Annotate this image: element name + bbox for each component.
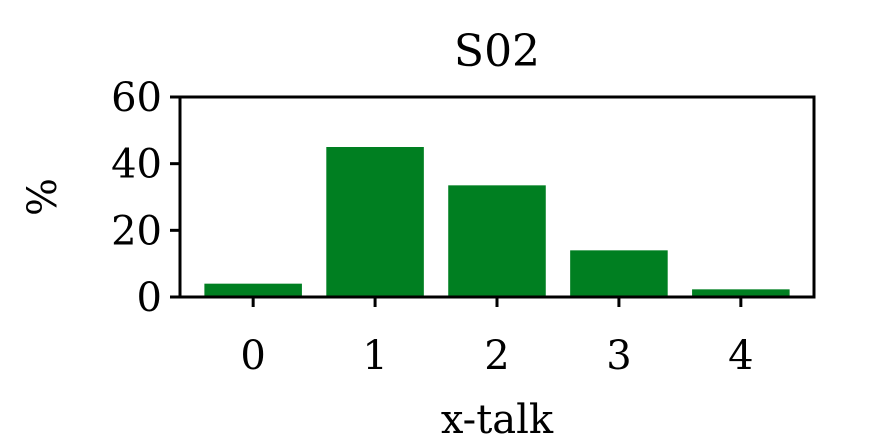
y-tick-label: 40 xyxy=(111,142,162,188)
bars-group xyxy=(204,147,790,297)
x-axis-ticks: 0 1 2 3 4 xyxy=(240,297,754,379)
chart-title: S02 xyxy=(454,26,540,77)
x-tick-label: 3 xyxy=(606,333,631,379)
y-axis-label: % xyxy=(20,178,66,216)
x-tick-label: 0 xyxy=(240,333,265,379)
y-tick-label: 20 xyxy=(111,208,162,254)
x-tick-label: 2 xyxy=(484,333,509,379)
y-tick-label: 60 xyxy=(111,75,162,121)
plot-frame xyxy=(178,95,816,299)
x-tick-label: 4 xyxy=(728,333,753,379)
bar-4 xyxy=(692,289,790,297)
x-tick-label: 1 xyxy=(362,333,387,379)
x-axis-label: x-talk xyxy=(441,397,554,443)
y-tick-label: 0 xyxy=(137,275,162,321)
y-axis-ticks: 0 20 40 60 xyxy=(111,75,180,321)
bar-1 xyxy=(326,147,424,297)
bar-3 xyxy=(570,250,668,297)
bar-0 xyxy=(204,283,302,297)
bar-2 xyxy=(448,185,546,297)
